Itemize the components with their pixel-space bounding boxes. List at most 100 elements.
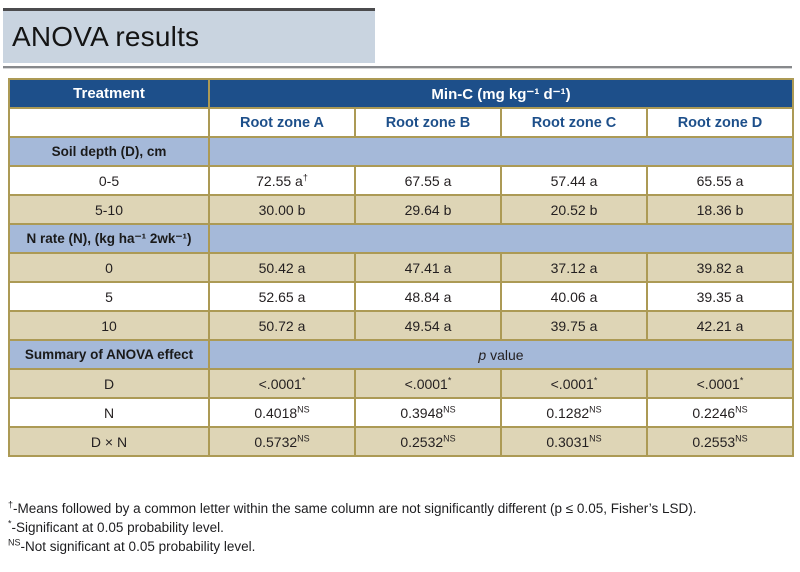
section-value [208,223,794,254]
root-zone-c-header: Root zone C [500,107,648,138]
cell-value: 37.12 a [550,259,598,276]
table-cell: 42.21 a [646,310,794,341]
table-cell: 0.3031NS [500,426,648,457]
cell-superscript: † [302,171,308,182]
table-cell: 0.4018NS [208,397,356,428]
cell-superscript: NS [297,432,310,443]
cell-value: 30.00 b [258,201,306,218]
table-row: 0-5 72.55 a† 67.55 a 57.44 a 65.55 a [8,165,794,196]
cell-superscript: NS [735,403,748,414]
table-cell: 30.00 b [208,194,356,225]
cell-value: 0.4018 [254,404,298,421]
cell-value: 39.82 a [696,259,744,276]
table-cell: 20.52 b [500,194,648,225]
footnote-superscript: * [8,518,12,529]
table-header-row: Treatment Min-C (mg kg⁻¹ d⁻¹) [8,78,794,109]
cell-superscript: * [447,374,452,385]
cell-value: 57.44 a [550,172,598,189]
cell-value: 0.2532 [400,433,444,450]
cell-superscript: NS [297,403,310,414]
table-row: 5-10 30.00 b 29.64 b 20.52 b 18.36 b [8,194,794,225]
table-subheader-row: Root zone A Root zone B Root zone C Root… [8,107,794,138]
footnote-line: NS-Not significant at 0.05 probability l… [8,537,256,554]
page-title: ANOVA results [12,21,200,52]
cell-value: 52.65 a [258,288,306,305]
table-cell: 18.36 b [646,194,794,225]
cell-value: 49.54 a [404,317,452,334]
cell-value: <.0001 [258,375,302,392]
cell-value: 39.35 a [696,288,744,305]
table-cell: 57.44 a [500,165,648,196]
cell-value: 0.1282 [546,404,590,421]
cell-value: 0.2246 [692,404,736,421]
cell-value: 39.75 a [550,317,598,334]
table-cell: <.0001* [646,368,794,399]
cell-superscript: NS [443,432,456,443]
footnotes: †-Means followed by a common letter with… [8,499,697,556]
table-cell: 50.72 a [208,310,356,341]
row-label: D [8,368,210,399]
title-bar: ANOVA results [3,8,375,63]
section-value [208,136,794,167]
table-cell: 40.06 a [500,281,648,312]
row-label: 0-5 [8,165,210,196]
cell-value: <.0001 [550,375,594,392]
table-cell: 39.35 a [646,281,794,312]
table-cell: 0.2246NS [646,397,794,428]
cell-superscript: NS [735,432,748,443]
table-cell: <.0001* [500,368,648,399]
cell-value: 0.5732 [254,433,298,450]
root-zone-d-header: Root zone D [646,107,794,138]
root-zone-b-header: Root zone B [354,107,502,138]
table-cell: 0.2553NS [646,426,794,457]
table-cell: 65.55 a [646,165,794,196]
table-cell: 49.54 a [354,310,502,341]
empty-header-cell [8,107,210,138]
row-label: 5-10 [8,194,210,225]
footnote-superscript: NS [8,537,21,548]
section-header-row: Summary of ANOVA effect p value [8,339,794,370]
cell-value: 0.3948 [400,404,444,421]
treatment-column-header: Treatment [8,78,210,109]
table-cell: 0.5732NS [208,426,356,457]
table-cell: <.0001* [354,368,502,399]
table-cell: 72.55 a† [208,165,356,196]
min-c-group-header: Min-C (mg kg⁻¹ d⁻¹) [208,78,794,109]
footnote-superscript: † [8,499,14,510]
row-label: 5 [8,281,210,312]
cell-value: 0.2553 [692,433,736,450]
table-cell: 29.64 b [354,194,502,225]
anova-results-table: Treatment Min-C (mg kg⁻¹ d⁻¹) Root zone … [8,78,794,457]
table-cell: 37.12 a [500,252,648,283]
cell-superscript: * [301,374,306,385]
section-label: N rate (N), (kg ha⁻¹ 2wk⁻¹) [8,223,210,254]
cell-value: 47.41 a [404,259,452,276]
table-cell: 67.55 a [354,165,502,196]
row-label: D × N [8,426,210,457]
cell-superscript: * [739,374,744,385]
section-header-row: Soil depth (D), cm [8,136,794,167]
table-row: 0 50.42 a 47.41 a 37.12 a 39.82 a [8,252,794,283]
cell-superscript: NS [589,432,602,443]
section-header-row: N rate (N), (kg ha⁻¹ 2wk⁻¹) [8,223,794,254]
table-cell: 48.84 a [354,281,502,312]
table-row: D × N 0.5732NS 0.2532NS 0.3031NS 0.2553NS [8,426,794,457]
cell-superscript: NS [443,403,456,414]
cell-value: 18.36 b [696,201,744,218]
cell-superscript: * [593,374,598,385]
table-cell: 39.82 a [646,252,794,283]
table-cell: 0.3948NS [354,397,502,428]
footnote-line: *-Significant at 0.05 probability level. [8,518,224,535]
table-cell: <.0001* [208,368,356,399]
table-cell: 39.75 a [500,310,648,341]
root-zone-a-header: Root zone A [208,107,356,138]
cell-value: 50.42 a [258,259,306,276]
cell-superscript: NS [589,403,602,414]
cell-value: 0.3031 [546,433,590,450]
cell-value: 65.55 a [696,172,744,189]
cell-value: 20.52 b [550,201,598,218]
table-cell: 52.65 a [208,281,356,312]
table-cell: 0.2532NS [354,426,502,457]
section-value: p value [208,339,794,370]
row-label: N [8,397,210,428]
